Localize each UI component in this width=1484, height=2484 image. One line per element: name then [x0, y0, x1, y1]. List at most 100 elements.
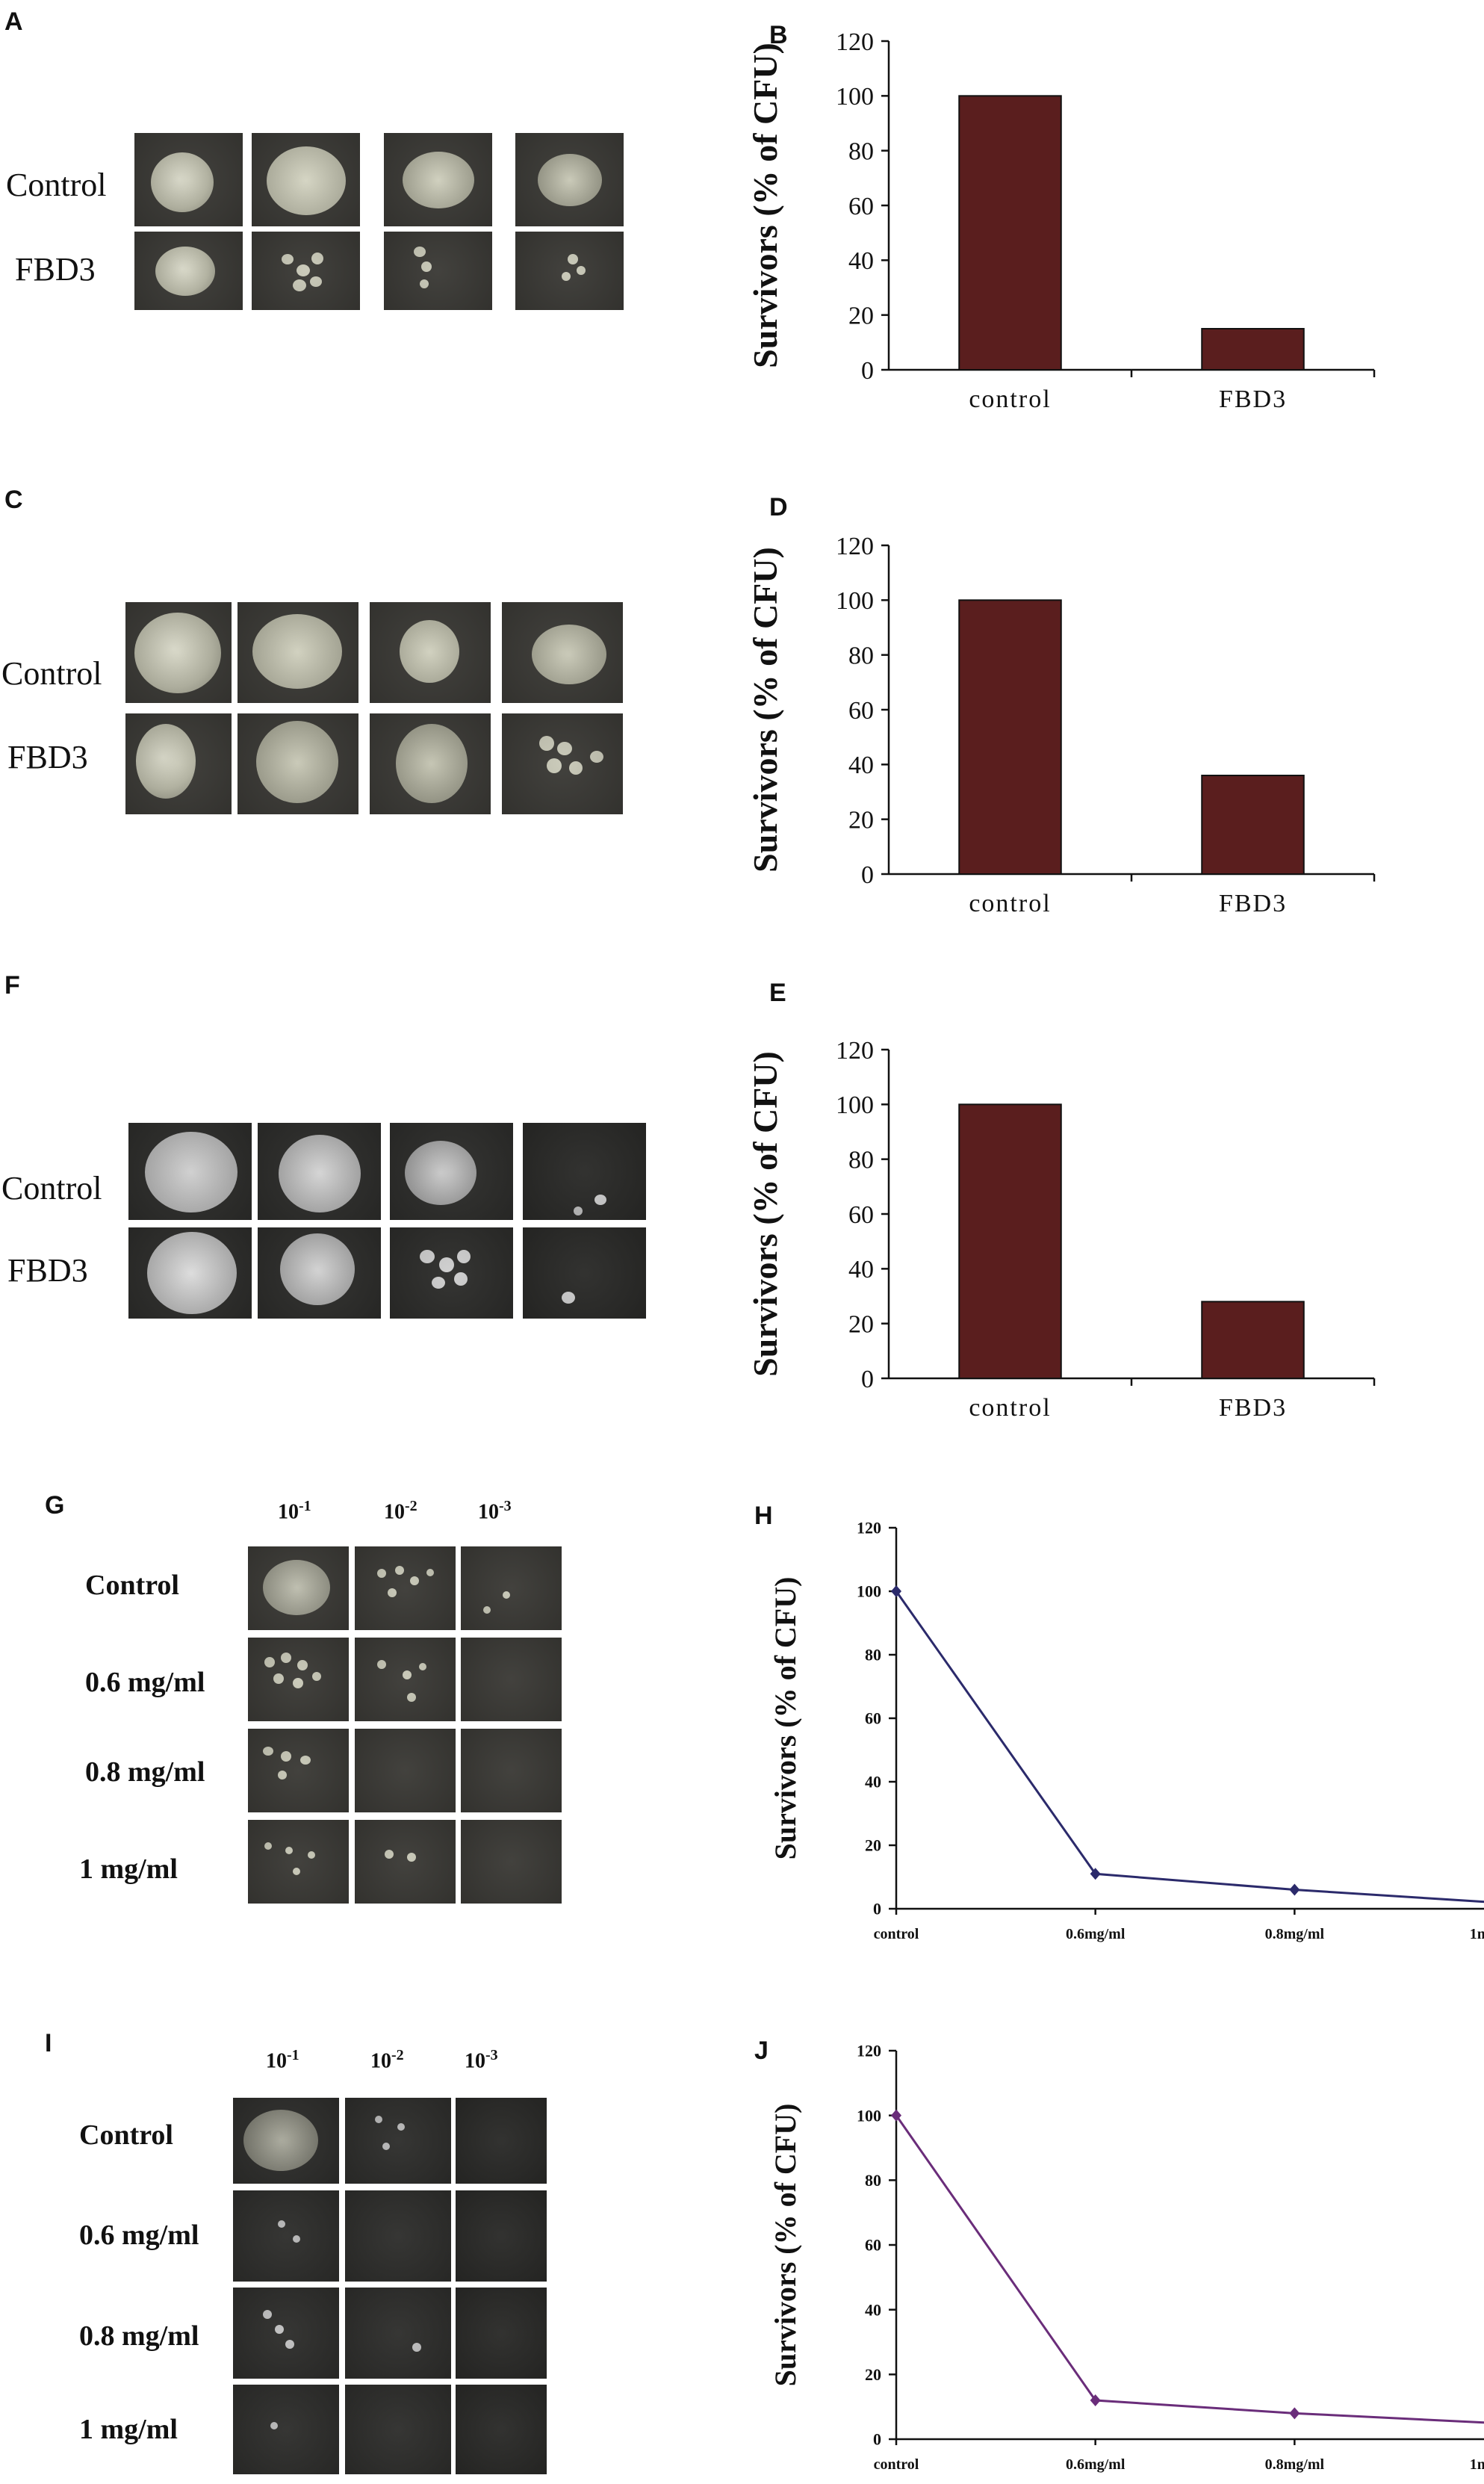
y-tick-label: 120 — [836, 28, 874, 56]
plate — [456, 2098, 547, 2184]
plate — [134, 133, 243, 226]
row-label-1: 1 mg/ml — [79, 1853, 178, 1885]
y-tick-label: 20 — [848, 303, 874, 330]
panel-letter-d: D — [769, 493, 788, 521]
x-tick-label: control — [969, 890, 1051, 917]
row-label-0-6: 0.6 mg/ml — [79, 2220, 199, 2251]
x-tick-label: control — [969, 1394, 1051, 1422]
y-axis-label: Survivors (% of CFU) — [769, 1577, 802, 1860]
plate — [355, 1729, 456, 1812]
row-label-control: Control — [1, 655, 102, 692]
col-label-dilution-3: 10-3 — [465, 2047, 498, 2073]
y-tick-label: 40 — [848, 247, 874, 275]
plate — [461, 1820, 562, 1904]
y-tick-label: 120 — [857, 1519, 881, 1537]
data-point-0-8mg-ml — [1289, 2407, 1300, 2420]
x-tick-label: 1mg/ml — [1470, 2456, 1484, 2473]
plate — [248, 1820, 349, 1904]
y-tick-label: 100 — [857, 2106, 881, 2125]
x-tick-label: control — [969, 385, 1051, 413]
plate — [370, 602, 491, 703]
plate — [355, 1820, 456, 1904]
y-tick-label: 100 — [836, 587, 874, 615]
y-tick-label: 80 — [848, 642, 874, 670]
chart-j: J 0 20 40 60 80 100 120 Survivors (% of CFU) cont… — [754, 2037, 1484, 2473]
y-axis-label: Survivors (% of CFU) — [769, 2104, 802, 2387]
panel-letter-g: G — [45, 1491, 65, 1520]
x-tick-label: 1mg/ml — [1470, 1926, 1484, 1942]
y-tick-label: 100 — [836, 1091, 874, 1119]
plate — [233, 2190, 339, 2282]
y-tick-label: 60 — [865, 1709, 881, 1728]
y-tick-label: 40 — [865, 2300, 881, 2319]
row-label-0-6: 0.6 mg/ml — [85, 1667, 205, 1698]
x-tick-label: 0.8mg/ml — [1265, 2456, 1325, 2473]
x-tick-label: control — [874, 1926, 919, 1942]
y-tick-label: 0 — [861, 357, 874, 385]
x-tick-label: 0.6mg/ml — [1066, 1926, 1126, 1942]
y-tick-label: 100 — [857, 1582, 881, 1601]
y-tick-label: 60 — [848, 697, 874, 725]
plate — [248, 1729, 349, 1812]
x-tick-label: control — [874, 2456, 919, 2473]
plate — [461, 1638, 562, 1721]
x-tick-label: 0.8mg/ml — [1265, 1926, 1325, 1942]
x-tick-label: 0.6mg/ml — [1066, 2456, 1126, 2473]
y-tick-label: 0 — [873, 1900, 881, 1918]
x-tick-label: FBD3 — [1219, 890, 1287, 917]
y-tick-label: 120 — [836, 1037, 874, 1065]
y-tick-label: 20 — [865, 1836, 881, 1855]
col-label-dilution-2: 10-2 — [384, 1498, 417, 1524]
y-tick-label: 80 — [848, 138, 874, 166]
bar-control — [958, 599, 1062, 875]
panel-letter-i: I — [45, 2029, 52, 2057]
y-tick-label: 60 — [865, 2236, 881, 2255]
row-label-control: Control — [1, 1170, 102, 1207]
plate — [523, 1227, 646, 1319]
plate — [502, 713, 623, 814]
chart-e: E 0 20 40 60 80 100 120 Survivors (% of CFU) cont… — [746, 979, 1376, 1422]
plate — [128, 1123, 252, 1220]
chart-d: D 0 20 40 60 80 100 120 Survivors (% of CFU) cont… — [746, 493, 1376, 917]
y-tick-label: 20 — [848, 1311, 874, 1339]
col-label-dilution-2: 10-2 — [370, 2047, 404, 2073]
bar-fbd3 — [1201, 1301, 1305, 1380]
panel-letter-b: B — [769, 21, 788, 49]
plate — [456, 2288, 547, 2379]
plate — [125, 602, 232, 703]
x-tick-label: FBD3 — [1219, 1394, 1287, 1422]
x-tick-label: FBD3 — [1219, 385, 1287, 413]
y-axis-label: Survivors (% of CFU) — [746, 1051, 784, 1377]
plate — [345, 2385, 451, 2474]
plate — [125, 713, 232, 814]
y-tick-label: 100 — [836, 83, 874, 111]
plate — [345, 2288, 451, 2379]
data-point-control — [891, 1585, 901, 1597]
row-label-0-8: 0.8 mg/ml — [85, 1756, 205, 1788]
data-point-control — [891, 2109, 901, 2122]
bar-control — [958, 1103, 1062, 1379]
row-label-fbd3: FBD3 — [7, 1252, 88, 1289]
y-tick-label: 80 — [848, 1147, 874, 1174]
y-axis-label: Survivors (% of CFU) — [746, 43, 784, 368]
series-line — [895, 1591, 1484, 1904]
plate — [258, 1123, 381, 1220]
y-tick-label: 40 — [865, 1773, 881, 1791]
plate — [248, 1546, 349, 1630]
plate — [128, 1227, 252, 1319]
y-tick-label: 40 — [848, 1256, 874, 1283]
col-label-dilution-1: 10-1 — [278, 1498, 311, 1524]
row-label-fbd3: FBD3 — [15, 251, 96, 288]
plate — [355, 1546, 456, 1630]
plate — [461, 1729, 562, 1812]
plate — [355, 1638, 456, 1721]
plate — [384, 133, 492, 226]
y-tick-label: 120 — [836, 533, 874, 560]
y-tick-label: 0 — [873, 2430, 881, 2449]
row-label-control: Control — [85, 1570, 179, 1601]
plate — [461, 1546, 562, 1630]
plate — [252, 232, 360, 310]
row-label-fbd3: FBD3 — [7, 739, 88, 775]
panel-letter-f: F — [4, 971, 20, 1000]
data-point-0-8mg-ml — [1289, 1883, 1300, 1896]
